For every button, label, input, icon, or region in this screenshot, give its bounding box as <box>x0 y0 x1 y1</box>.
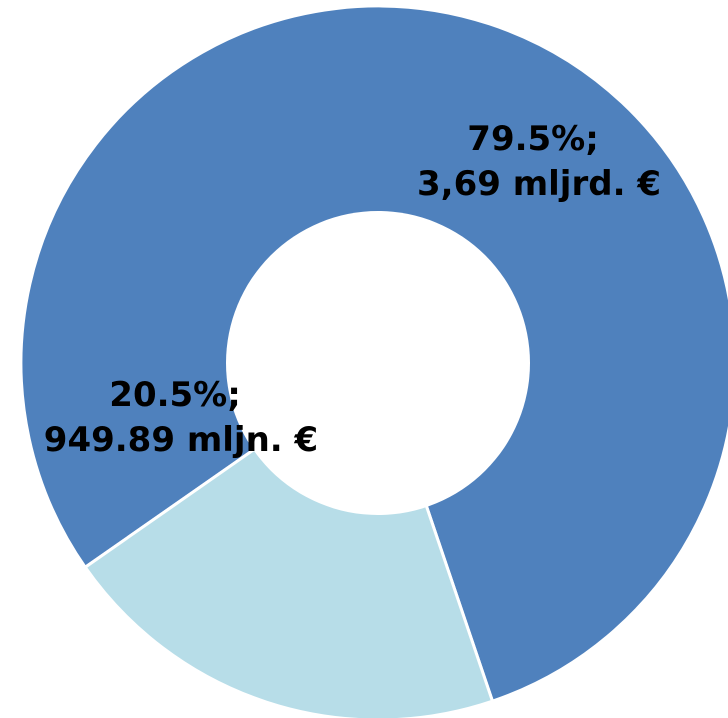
slice-label-large-line1: 79.5%; <box>467 119 599 159</box>
slice-label-large: 79.5%; 3,69 mljrd. € <box>417 119 661 204</box>
slice-label-large-line2: 3,69 mljrd. € <box>417 164 661 204</box>
slice-label-small-line1: 20.5%; <box>109 375 241 415</box>
slice-label-small: 20.5%; 949.89 mljn. € <box>44 375 318 460</box>
slice-label-small-line2: 949.89 mljn. € <box>44 420 318 460</box>
labels-group: 79.5%; 3,69 mljrd. € 20.5%; 949.89 mljn.… <box>44 119 661 460</box>
donut-hole <box>226 211 530 515</box>
